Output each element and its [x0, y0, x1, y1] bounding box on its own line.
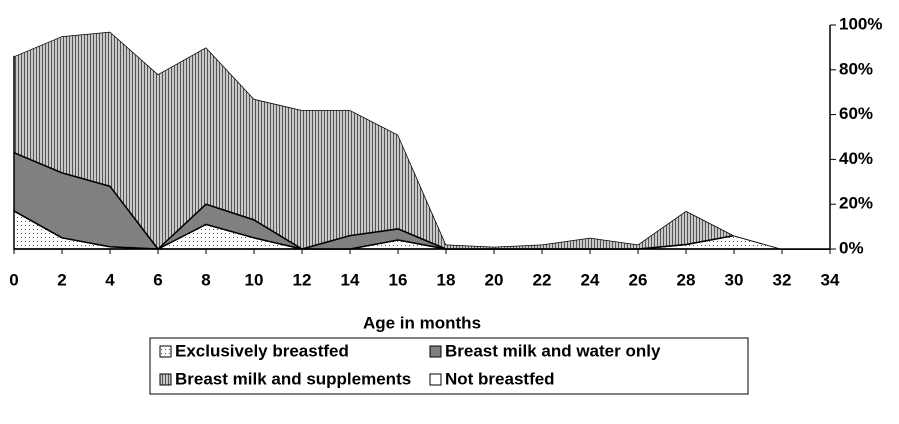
x-tick-label: 8 [201, 270, 210, 289]
legend-swatch [429, 373, 442, 386]
y-tick-label: 80% [839, 59, 873, 78]
x-tick-label: 4 [105, 270, 115, 289]
x-tick-label: 18 [437, 270, 456, 289]
x-tick-label: 30 [725, 270, 744, 289]
legend-label: Breast milk and supplements [175, 369, 411, 388]
area [14, 25, 830, 249]
x-tick-label: 10 [245, 270, 264, 289]
y-tick-label: 60% [839, 104, 873, 123]
x-axis-title: Age in months [363, 313, 481, 332]
x-tick-label: 0 [9, 270, 18, 289]
x-tick-label: 14 [341, 270, 360, 289]
legend-label: Breast milk and water only [445, 341, 661, 360]
legend-label: Exclusively breastfed [175, 341, 349, 360]
x-tick-label: 2 [57, 270, 66, 289]
y-tick-label: 40% [839, 149, 873, 168]
legend-swatch [159, 345, 172, 358]
x-tick-label: 22 [533, 270, 552, 289]
x-tick-label: 16 [389, 270, 408, 289]
y-tick-label: 20% [839, 194, 873, 213]
x-tick-label: 6 [153, 270, 162, 289]
x-tick-label: 34 [821, 270, 840, 289]
x-tick-label: 26 [629, 270, 648, 289]
x-tick-label: 32 [773, 270, 792, 289]
legend-label: Not breastfed [445, 369, 555, 388]
legend-box [149, 337, 749, 395]
x-tick-label: 12 [293, 270, 312, 289]
y-tick-label: 100% [839, 14, 882, 33]
legend-swatch [159, 373, 172, 386]
y-tick-label: 0% [839, 238, 864, 257]
x-tick-label: 24 [581, 270, 600, 289]
x-tick-label: 20 [485, 270, 504, 289]
legend-swatch [429, 345, 442, 358]
x-tick-label: 28 [677, 270, 696, 289]
